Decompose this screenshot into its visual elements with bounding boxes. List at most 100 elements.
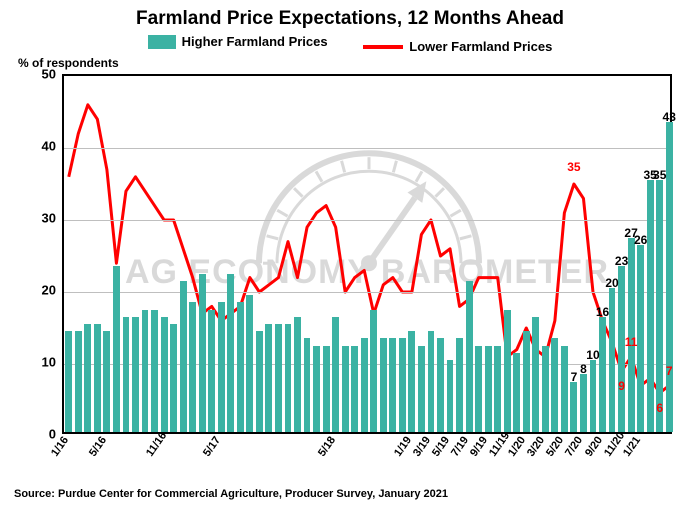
x-tick-label: 5/20 bbox=[544, 434, 566, 458]
bar-value-label: 35 bbox=[653, 168, 666, 182]
legend-label-lower: Lower Farmland Prices bbox=[409, 39, 552, 54]
bar bbox=[513, 353, 520, 432]
x-tick-label: 5/17 bbox=[201, 434, 223, 458]
bar bbox=[246, 295, 253, 432]
gridline bbox=[64, 220, 670, 221]
plot-area: AG ECONOMY BAROMETER 7810162023272635354… bbox=[62, 74, 672, 434]
bar bbox=[294, 317, 301, 432]
bar bbox=[342, 346, 349, 432]
bar bbox=[304, 338, 311, 432]
bar bbox=[561, 346, 568, 432]
x-tick-label: 9/19 bbox=[468, 434, 490, 458]
chart-title: Farmland Price Expectations, 12 Months A… bbox=[0, 8, 700, 30]
bar bbox=[428, 331, 435, 432]
bar bbox=[504, 310, 511, 432]
bar bbox=[123, 317, 130, 432]
bar bbox=[609, 288, 616, 432]
legend: Higher Farmland Prices Lower Farmland Pr… bbox=[0, 34, 700, 54]
bar bbox=[418, 346, 425, 432]
bar bbox=[618, 266, 625, 432]
y-tick-label: 10 bbox=[26, 355, 56, 370]
legend-item-lower: Lower Farmland Prices bbox=[363, 39, 552, 54]
legend-item-higher: Higher Farmland Prices bbox=[148, 34, 328, 49]
x-tick-label: 3/20 bbox=[525, 434, 547, 458]
bar bbox=[389, 338, 396, 432]
bar bbox=[237, 302, 244, 432]
bar-value-label: 43 bbox=[663, 110, 676, 124]
x-tick-label: 5/18 bbox=[316, 434, 338, 458]
line-value-label: 6 bbox=[656, 401, 663, 415]
source-text: Source: Purdue Center for Commercial Agr… bbox=[14, 488, 448, 500]
bar bbox=[408, 331, 415, 432]
bar bbox=[218, 302, 225, 432]
bar bbox=[161, 317, 168, 432]
legend-swatch-bar bbox=[148, 35, 176, 49]
bar bbox=[361, 338, 368, 432]
bar bbox=[199, 274, 206, 432]
bar bbox=[285, 324, 292, 432]
bar bbox=[580, 374, 587, 432]
bar bbox=[256, 331, 263, 432]
bar bbox=[590, 360, 597, 432]
bar-value-label: 16 bbox=[596, 305, 609, 319]
bar bbox=[380, 338, 387, 432]
bar bbox=[570, 382, 577, 432]
bar bbox=[151, 310, 158, 432]
bar bbox=[551, 338, 558, 432]
legend-swatch-line bbox=[363, 45, 403, 49]
bar bbox=[532, 317, 539, 432]
x-tick-label: 7/19 bbox=[449, 434, 471, 458]
y-tick-label: 50 bbox=[26, 67, 56, 82]
bar bbox=[94, 324, 101, 432]
bar bbox=[265, 324, 272, 432]
bar bbox=[456, 338, 463, 432]
legend-label-higher: Higher Farmland Prices bbox=[182, 34, 328, 49]
chart-frame: Farmland Price Expectations, 12 Months A… bbox=[0, 0, 700, 508]
y-tick-label: 0 bbox=[26, 427, 56, 442]
bar bbox=[132, 317, 139, 432]
bar bbox=[466, 281, 473, 432]
x-tick-label: 7/20 bbox=[563, 434, 585, 458]
bar bbox=[142, 310, 149, 432]
bar bbox=[170, 324, 177, 432]
bar bbox=[437, 338, 444, 432]
bar bbox=[351, 346, 358, 432]
line-value-label: 7 bbox=[666, 364, 673, 378]
bar bbox=[189, 302, 196, 432]
bar bbox=[399, 338, 406, 432]
bar bbox=[542, 346, 549, 432]
gridline bbox=[64, 148, 670, 149]
bar-value-label: 10 bbox=[586, 348, 599, 362]
x-tick-label: 5/16 bbox=[87, 434, 109, 458]
bar bbox=[494, 346, 501, 432]
gridline bbox=[64, 292, 670, 293]
bar bbox=[208, 310, 215, 432]
bar bbox=[180, 281, 187, 432]
bar bbox=[475, 346, 482, 432]
bar bbox=[523, 331, 530, 432]
line-value-label: 11 bbox=[625, 335, 638, 349]
line-value-label: 9 bbox=[618, 379, 625, 393]
bar bbox=[485, 346, 492, 432]
bar bbox=[84, 324, 91, 432]
x-tick-label: 3/19 bbox=[411, 434, 433, 458]
bar bbox=[656, 180, 663, 432]
bar bbox=[65, 331, 72, 432]
bar bbox=[666, 122, 673, 432]
bar bbox=[75, 331, 82, 432]
bar-value-label: 8 bbox=[580, 362, 587, 376]
y-tick-label: 40 bbox=[26, 139, 56, 154]
bar bbox=[227, 274, 234, 432]
x-tick-label: 9/20 bbox=[583, 434, 605, 458]
bar-value-label: 7 bbox=[571, 370, 578, 384]
bar bbox=[113, 266, 120, 432]
bar bbox=[323, 346, 330, 432]
bar bbox=[599, 317, 606, 432]
bar bbox=[313, 346, 320, 432]
bar-value-label: 26 bbox=[634, 233, 647, 247]
x-tick-label: 1/19 bbox=[392, 434, 414, 458]
bar bbox=[332, 317, 339, 432]
bar-value-label: 23 bbox=[615, 254, 628, 268]
y-tick-label: 20 bbox=[26, 283, 56, 298]
bar bbox=[637, 245, 644, 432]
